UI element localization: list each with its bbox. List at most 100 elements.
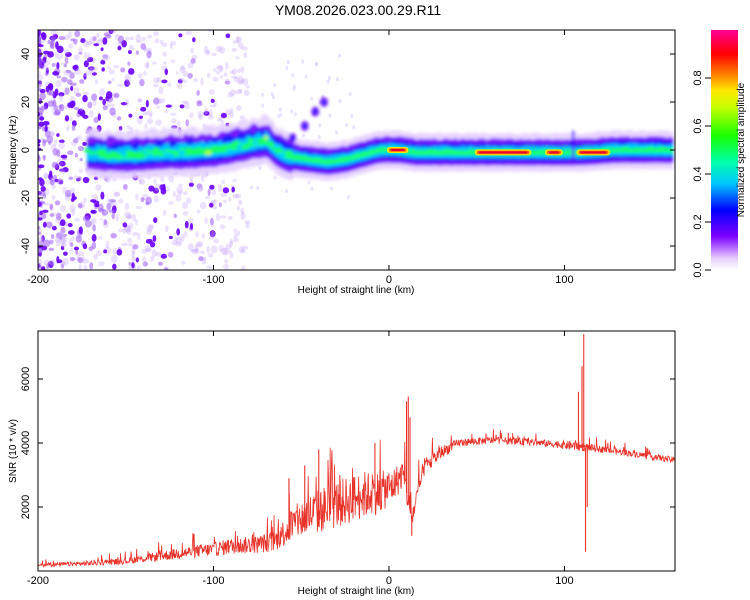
noise-blob	[146, 61, 150, 69]
noise-blob	[50, 177, 56, 181]
noise-blob	[224, 80, 231, 85]
noise-blob	[209, 184, 215, 190]
noise-blob	[45, 85, 50, 93]
noise-blob	[87, 101, 93, 109]
noise-blob	[126, 227, 132, 236]
noise-blob	[153, 77, 159, 84]
noise-blob	[164, 68, 169, 76]
snr-ytick-label: 4000	[20, 431, 32, 455]
noise-blob	[38, 143, 41, 147]
noise-blob	[84, 52, 88, 59]
noise-blob	[207, 30, 214, 33]
noise-blob	[178, 77, 185, 82]
noise-blob	[68, 176, 74, 180]
noise-blob	[215, 213, 221, 221]
noise-blob	[249, 185, 253, 190]
noise-blob	[64, 87, 70, 91]
noise-blob	[59, 162, 63, 166]
noise-blob	[207, 253, 214, 258]
noise-blob	[202, 257, 207, 262]
noise-blob	[198, 113, 204, 121]
noise-blob	[38, 258, 43, 265]
noise-blob	[62, 236, 68, 245]
noise-blob	[200, 174, 205, 183]
noise-blob	[41, 32, 47, 41]
noise-blob	[217, 186, 223, 192]
noise-blob	[165, 104, 172, 108]
ridge-blob	[83, 148, 91, 153]
noise-blob	[229, 238, 234, 245]
noise-blob	[232, 40, 238, 44]
noise-blob	[117, 45, 122, 51]
noise-blob	[78, 46, 83, 53]
ridge-blob	[252, 141, 260, 145]
noise-blob	[243, 51, 248, 59]
noise-blob	[201, 233, 205, 239]
spectrogram-ytick-label: 40	[20, 48, 32, 60]
noise-blob	[102, 55, 108, 62]
noise-blob	[168, 201, 174, 205]
noise-blob	[86, 40, 93, 46]
noise-blob	[142, 261, 149, 267]
noise-blob	[137, 72, 143, 79]
noise-blob	[209, 104, 216, 108]
noise-blob	[210, 222, 215, 228]
noise-blob	[223, 247, 230, 256]
peak-red	[390, 149, 405, 151]
noise-blob	[198, 256, 204, 262]
noise-blob	[146, 228, 152, 235]
noise-blob	[82, 176, 90, 184]
noise-blob	[145, 201, 150, 206]
noise-blob	[76, 253, 80, 259]
noise-blob	[307, 180, 311, 185]
noise-blob	[219, 64, 224, 73]
noise-blob	[229, 70, 235, 74]
noise-blob	[99, 217, 103, 222]
noise-blob	[39, 88, 46, 94]
noise-blob	[203, 107, 209, 115]
noise-blob	[55, 239, 61, 247]
noise-blob	[317, 135, 321, 140]
noise-blob	[229, 252, 234, 259]
noise-blob	[204, 50, 211, 56]
noise-blob	[203, 45, 208, 53]
noise-blob	[52, 99, 57, 108]
noise-blob	[100, 59, 106, 65]
noise-blob	[112, 263, 117, 270]
noise-blob	[98, 96, 103, 101]
noise-blob	[82, 94, 88, 103]
noise-blob	[141, 249, 148, 254]
noise-blob	[69, 116, 73, 122]
noise-blob	[49, 40, 55, 49]
noise-blob	[175, 194, 182, 202]
noise-blob	[229, 89, 237, 96]
noise-blob	[59, 94, 64, 102]
noise-blob	[181, 100, 189, 105]
noise-blob	[218, 46, 226, 54]
noise-blob	[79, 109, 86, 117]
noise-blob	[59, 169, 66, 174]
noise-blob	[102, 98, 106, 106]
ridge-blob	[136, 155, 144, 160]
noise-blob	[94, 203, 100, 208]
noise-blob	[71, 124, 76, 132]
ridge-blob	[246, 137, 254, 142]
noise-blob	[240, 212, 246, 220]
noise-blob	[188, 182, 194, 187]
noise-blob	[175, 241, 183, 247]
spectrogram-ytick-label: -40	[20, 238, 32, 254]
noise-blob	[220, 247, 228, 256]
noise-blob	[231, 47, 238, 52]
noise-blob	[46, 221, 53, 229]
noise-blob	[236, 230, 241, 237]
noise-blob	[44, 72, 49, 76]
ridge-blob	[188, 148, 197, 153]
noise-blob	[41, 235, 45, 243]
noise-blob	[70, 242, 74, 247]
noise-blob	[50, 30, 57, 36]
noise-blob	[235, 56, 240, 60]
noise-blob	[245, 222, 250, 229]
noise-blob	[139, 78, 145, 87]
noise-blob	[209, 230, 216, 238]
